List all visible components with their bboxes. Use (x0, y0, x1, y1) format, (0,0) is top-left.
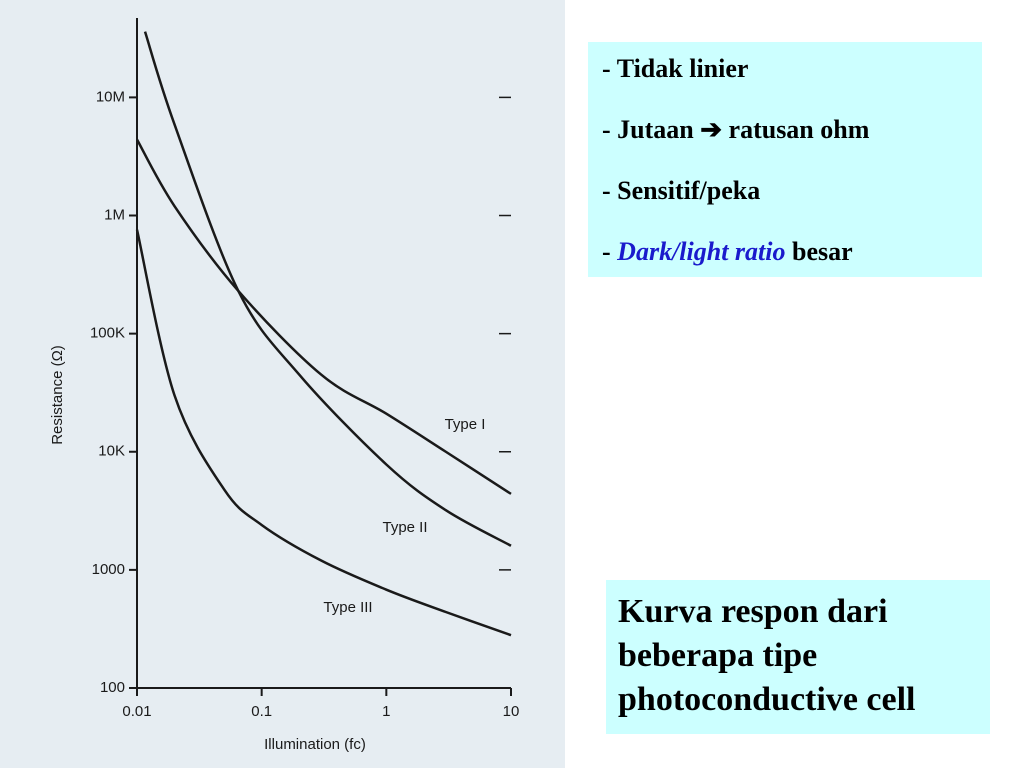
bullet-box: - Tidak linier - Jutaan ➔ ratusan ohm - Se… (588, 42, 982, 277)
bullet-text: Tidak linier (616, 54, 749, 83)
x-axis-label: Illumination (fc) (264, 736, 366, 753)
bullet-text: besar (792, 237, 853, 266)
bullet-marker: - (602, 176, 611, 205)
y-tick-label: 10K (98, 443, 125, 460)
series-label: Type III (323, 599, 372, 616)
caption-box: Kurva respon dari beberapa tipe photocondu… (606, 580, 990, 734)
caption-line: beberapa tipe (618, 637, 818, 674)
y-tick-label: 100K (90, 325, 125, 342)
bullet: - Tidak linier (602, 54, 982, 115)
caption-line: photoconductive cell (618, 681, 916, 718)
bullet-emphasis: Dark/light ratio (617, 237, 786, 266)
series-label: Type II (382, 519, 427, 536)
y-axis-label: Resistance (Ω) (49, 345, 66, 445)
bullet: - Dark/light ratio besar (602, 237, 982, 298)
bullet-marker: - (602, 54, 611, 83)
series-line (143, 31, 512, 547)
series-line (135, 229, 512, 637)
bullet-text: Jutaan ➔ ratusan ohm (617, 115, 870, 144)
x-tick-label: 0.01 (122, 703, 151, 720)
caption-line: Kurva respon dari (618, 593, 888, 630)
y-tick-label: 100 (100, 679, 125, 696)
series-line (135, 138, 512, 495)
y-tick-label: 10M (96, 88, 125, 105)
chart: Illumination (fc) Resistance (Ω) 100 1000… (0, 0, 565, 768)
bullet: - Sensitif/peka (602, 176, 982, 237)
bullet-marker: - (602, 115, 611, 144)
series-label: Type I (445, 416, 486, 433)
bullet-text: Sensitif/peka (617, 176, 761, 205)
x-tick-label: 1 (382, 703, 390, 720)
x-tick-label: 0.1 (251, 703, 272, 720)
bullet: - Jutaan ➔ ratusan ohm (602, 115, 982, 176)
y-tick-label: 1000 (92, 561, 125, 578)
bullet-marker: - (602, 237, 611, 266)
y-tick-label: 1M (104, 206, 125, 223)
x-tick-label: 10 (503, 703, 520, 720)
